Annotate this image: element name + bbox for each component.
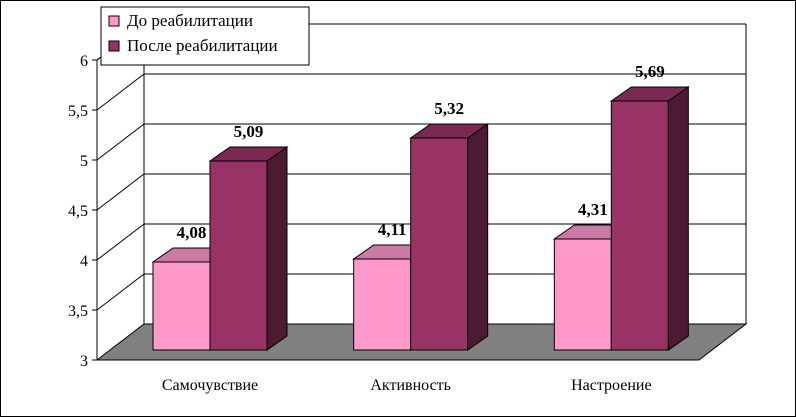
- gridline-side: [96, 273, 145, 311]
- legend-box: [100, 6, 310, 66]
- bar-side: [667, 86, 689, 351]
- y-tick-label: 4,5: [68, 203, 88, 220]
- y-tick-label: 3,5: [68, 303, 88, 320]
- y-tick-label: 4: [80, 253, 88, 270]
- category-label: Активность: [370, 377, 451, 394]
- bar: [353, 258, 412, 351]
- legend-swatch: [108, 15, 120, 27]
- y-axis: 3 3,5 4 4,5 5 5,5 6: [68, 53, 98, 370]
- bar: [553, 238, 612, 351]
- bar-side: [467, 123, 489, 351]
- gridline-side: [96, 173, 145, 211]
- gridline-side: [96, 223, 145, 261]
- gridline-side: [96, 123, 145, 161]
- legend-entry: После реабилитации: [127, 36, 278, 55]
- bar-top: [609, 86, 690, 102]
- y-tick-label: 3: [80, 353, 88, 370]
- y-tick-label: 6: [80, 53, 88, 70]
- category-label: Настроение: [571, 377, 651, 394]
- category-label: Самочувствие: [162, 377, 258, 394]
- bars: [151, 86, 690, 351]
- bar: [152, 261, 211, 351]
- y-tick-label: 5: [80, 153, 88, 170]
- data-label: 5,09: [234, 122, 264, 141]
- data-label: 4,08: [177, 223, 207, 242]
- data-label: 4,11: [378, 220, 407, 239]
- bar-top: [409, 123, 490, 139]
- bar: [410, 137, 469, 351]
- y-tick-label: 5,5: [68, 103, 88, 120]
- data-label: 4,31: [578, 200, 608, 219]
- data-label: 5,69: [635, 62, 665, 81]
- bar: [610, 100, 669, 351]
- gridline-side: [96, 73, 145, 111]
- legend-swatch: [108, 40, 120, 52]
- legend-entry: До реабилитации: [127, 11, 253, 30]
- data-labels: 4,08 5,09 4,11 5,32 4,31 5,69: [177, 62, 665, 242]
- bar-top: [208, 146, 289, 162]
- bar: [209, 160, 268, 351]
- legend: До реабилитации После реабилитации: [100, 6, 310, 66]
- category-labels: Самочувствие Активность Настроение: [162, 377, 652, 394]
- data-label: 5,32: [434, 99, 464, 118]
- bar-side: [266, 146, 288, 351]
